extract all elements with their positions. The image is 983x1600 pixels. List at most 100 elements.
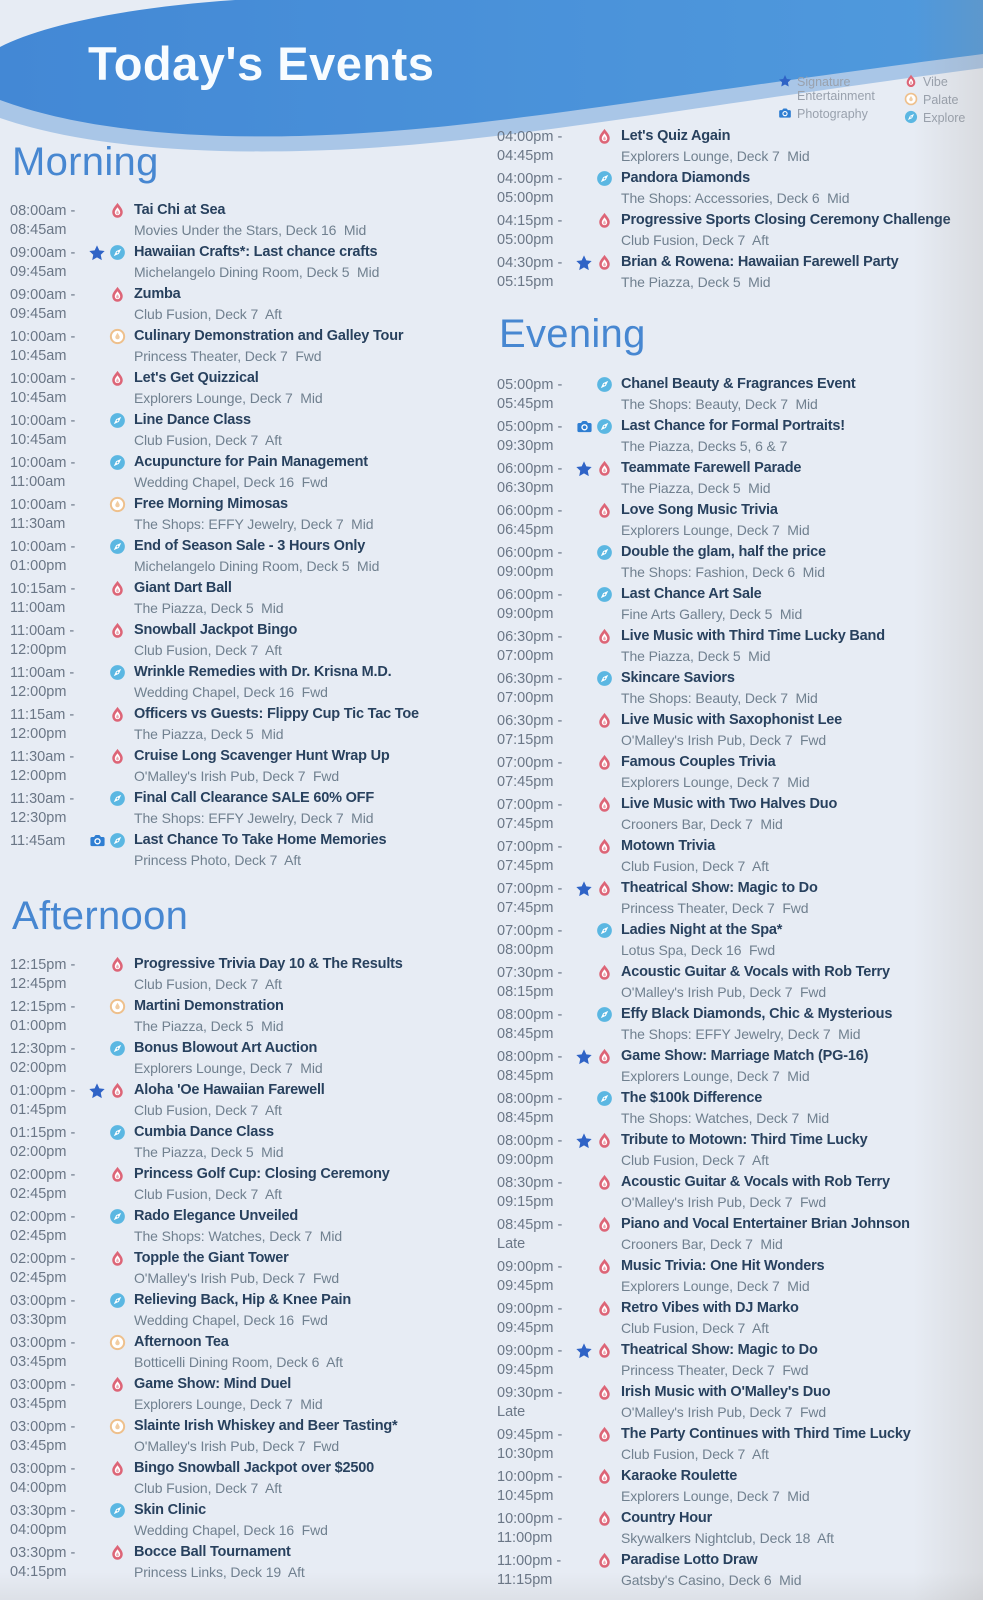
- event-icons: [92, 1416, 126, 1435]
- event-location: O'Malley's Irish Pub, Deck 7 Fwd: [621, 732, 827, 748]
- event-location: The Shops: Watches, Deck 7 Mid: [134, 1228, 343, 1244]
- event-location: Princess Theater, Deck 7 Fwd: [134, 348, 322, 364]
- event-time: 03:00pm - 03:45pm: [10, 1377, 76, 1412]
- event-time: 11:45am: [10, 833, 66, 849]
- event-text: Hawaiian Crafts*: Last chance crafts Mic…: [130, 242, 490, 282]
- event-icons: [92, 368, 126, 387]
- event-text: Tribute to Motown: Third Time Lucky Club…: [617, 1130, 983, 1170]
- event-text: Brian & Rowena: Hawaiian Farewell Party …: [617, 252, 983, 292]
- left-column: Morning 08:00am - 08:45am Tai Chi at Sea…: [10, 128, 490, 1584]
- event-icons: [92, 788, 126, 807]
- event-text: Bonus Blowout Art Auction Explorers Loun…: [130, 1038, 490, 1078]
- event-location: The Piazza, Deck 5 Mid: [134, 1018, 284, 1034]
- event-time: 04:00pm - 04:45pm: [497, 129, 563, 164]
- event-icons: [92, 1206, 126, 1225]
- event-time: 11:30am - 12:30pm: [10, 791, 75, 826]
- event-location: O'Malley's Irish Pub, Deck 7 Fwd: [621, 1194, 827, 1210]
- event-row: 08:00am - 08:45am Tai Chi at Sea Movies …: [10, 200, 490, 242]
- vibe-icon: [596, 1048, 613, 1065]
- vibe-icon: [596, 460, 613, 477]
- event-time: 09:00am - 09:45am: [10, 245, 76, 280]
- event-title: Tribute to Motown: Third Time Lucky: [621, 1132, 868, 1148]
- event-row: 06:30pm - 07:00pm Skincare Saviors The S…: [497, 668, 983, 710]
- event-time: 04:30pm - 05:15pm: [497, 255, 563, 290]
- event-title: Topple the Giant Tower: [134, 1250, 289, 1266]
- explore-icon: [109, 538, 126, 555]
- event-row: 10:00am - 10:45am Line Dance Class Club …: [10, 410, 490, 452]
- event-location: The Piazza, Deck 5 Mid: [134, 726, 284, 742]
- event-location: Princess Theater, Deck 7 Fwd: [621, 1362, 809, 1378]
- event-time: 10:00am - 11:30am: [10, 497, 76, 532]
- event-icons: [579, 1004, 613, 1023]
- event-title: Bingo Snowball Jackpot over $2500: [134, 1460, 374, 1476]
- event-time: 10:00am - 10:45am: [10, 371, 76, 406]
- event-title: Let's Quiz Again: [621, 128, 731, 144]
- event-title: Acupuncture for Pain Management: [134, 454, 368, 470]
- event-icons: [92, 1164, 126, 1183]
- event-location: O'Malley's Irish Pub, Deck 7 Fwd: [621, 984, 827, 1000]
- event-text: Irish Music with O'Malley's Duo O'Malley…: [617, 1382, 983, 1422]
- event-time: 08:30pm - 09:15pm: [497, 1175, 563, 1210]
- right-column: 04:00pm - 04:45pm Let's Quiz Again Explo…: [497, 126, 983, 1592]
- event-text: Skin Clinic Wedding Chapel, Deck 16 Fwd: [130, 1500, 490, 1540]
- palate-icon: [109, 496, 126, 513]
- event-title: Love Song Music Trivia: [621, 502, 778, 518]
- event-icons: [92, 1248, 126, 1267]
- event-title: Cruise Long Scavenger Hunt Wrap Up: [134, 748, 390, 764]
- event-icons: [576, 878, 613, 898]
- event-text: Relieving Back, Hip & Knee Pain Wedding …: [130, 1290, 490, 1330]
- event-row: 01:15pm - 02:00pm Cumbia Dance Class The…: [10, 1122, 490, 1164]
- event-row: 05:00pm - 09:30pm Last Chance for Formal…: [497, 416, 983, 458]
- event-row: 02:00pm - 02:45pm Princess Golf Cup: Clo…: [10, 1164, 490, 1206]
- event-row: 06:30pm - 07:00pm Live Music with Third …: [497, 626, 983, 668]
- event-title: Teammate Farewell Parade: [621, 460, 802, 476]
- event-location: Club Fusion, Deck 7 Aft: [134, 306, 282, 322]
- event-time: 10:00am - 10:45am: [10, 329, 76, 364]
- explore-icon: [596, 1090, 613, 1107]
- event-row: 05:00pm - 05:45pm Chanel Beauty & Fragra…: [497, 374, 983, 416]
- star-icon: [575, 1342, 593, 1360]
- event-text: Tai Chi at Sea Movies Under the Stars, D…: [130, 200, 490, 240]
- palate-icon: [904, 92, 918, 106]
- event-location: Crooners Bar, Deck 7 Mid: [621, 816, 783, 832]
- event-text: Progressive Trivia Day 10 & The Results …: [130, 954, 490, 994]
- event-text: Last Chance To Take Home Memories Prince…: [130, 830, 490, 870]
- event-row: 09:00pm - 09:45pm Retro Vibes with DJ Ma…: [497, 1298, 983, 1340]
- event-time: 08:00pm - 08:45pm: [497, 1049, 563, 1084]
- event-row: 04:00pm - 04:45pm Let's Quiz Again Explo…: [497, 126, 983, 168]
- event-text: Bocce Ball Tournament Princess Links, De…: [130, 1542, 490, 1582]
- event-row: 08:00pm - 08:45pm Effy Black Diamonds, C…: [497, 1004, 983, 1046]
- events-afternoon-continued: 04:00pm - 04:45pm Let's Quiz Again Explo…: [497, 126, 983, 294]
- event-time: 06:30pm - 07:00pm: [497, 671, 563, 706]
- event-location: Club Fusion, Deck 7 Aft: [134, 432, 282, 448]
- event-time: 03:30pm - 04:00pm: [10, 1503, 76, 1538]
- legend-item-photography: Photography: [778, 106, 902, 121]
- event-text: Zumba Club Fusion, Deck 7 Aft: [130, 284, 490, 324]
- event-location: The Piazza, Deck 5 Mid: [621, 480, 771, 496]
- event-icons: [579, 374, 613, 393]
- vibe-icon: [596, 1342, 613, 1359]
- event-location: Club Fusion, Deck 7 Aft: [621, 1152, 769, 1168]
- vibe-icon: [596, 1300, 613, 1317]
- event-icons: [92, 662, 126, 681]
- event-icons: [92, 1038, 126, 1057]
- vibe-icon: [596, 1174, 613, 1191]
- vibe-icon: [596, 880, 613, 897]
- event-title: Music Trivia: One Hit Wonders: [621, 1258, 825, 1274]
- vibe-icon: [109, 1250, 126, 1267]
- explore-icon: [904, 110, 918, 124]
- event-time: 07:00pm - 07:45pm: [497, 839, 563, 874]
- event-time: 05:00pm - 05:45pm: [497, 377, 563, 412]
- event-title: Live Music with Third Time Lucky Band: [621, 628, 885, 644]
- explore-icon: [596, 670, 613, 687]
- event-icons: [579, 1214, 613, 1233]
- event-title: Last Chance Art Sale: [621, 586, 762, 602]
- event-row: 07:00pm - 07:45pm Theatrical Show: Magic…: [497, 878, 983, 920]
- event-icons: [579, 752, 613, 771]
- event-location: Explorers Lounge, Deck 7 Mid: [134, 390, 323, 406]
- event-text: Chanel Beauty & Fragrances Event The Sho…: [617, 374, 983, 414]
- event-text: Pandora Diamonds The Shops: Accessories,…: [617, 168, 983, 208]
- star-icon: [575, 460, 593, 478]
- star-icon: [88, 244, 106, 262]
